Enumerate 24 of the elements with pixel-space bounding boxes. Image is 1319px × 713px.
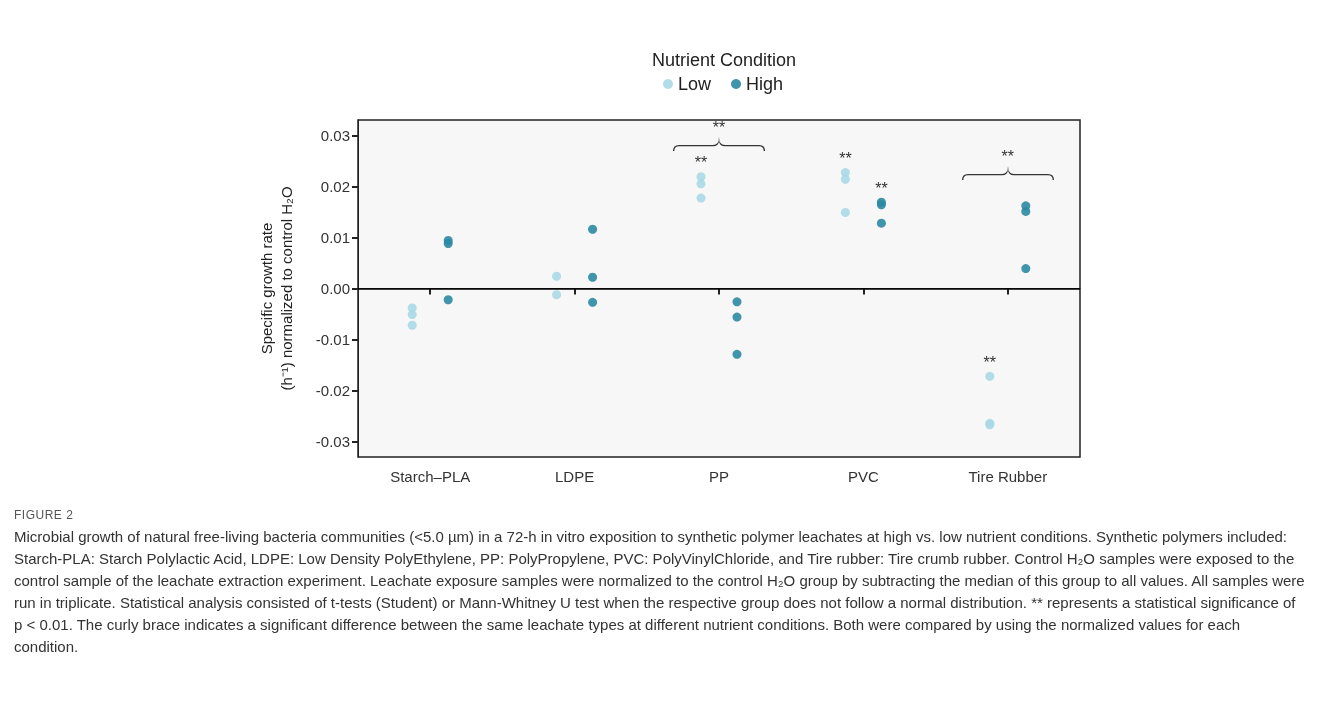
- annotation: **: [875, 179, 888, 197]
- y-tick-label: -0.01: [315, 331, 350, 349]
- y-tick-label: -0.03: [315, 433, 350, 451]
- y-tick-label: 0.02: [320, 177, 350, 195]
- x-tick-label: PVC: [847, 468, 879, 485]
- y-tick-label: 0.00: [320, 280, 350, 297]
- x-tick-label: LDPE: [555, 468, 595, 485]
- annotation: **: [983, 353, 997, 371]
- annotation: **: [839, 150, 852, 168]
- y-tick-label: -0.02: [315, 382, 350, 400]
- x-tick-label: PP: [708, 468, 730, 485]
- annotation: **: [1001, 148, 1015, 166]
- y-tick-label: 0.03: [320, 126, 350, 144]
- annotation: **: [712, 119, 726, 137]
- legend-label: High: [746, 74, 784, 94]
- y-axis-title: Specific growth rate (h⁻¹) normalized to control H₂O: [257, 186, 295, 391]
- x-tick-label: Tire Rubber: [968, 468, 1048, 485]
- caption: FIGURE 2: [14, 507, 75, 524]
- y-tick-label: 0.01: [320, 228, 350, 246]
- annotation: **: [694, 154, 708, 172]
- x-tick-label: Starch–PLA: [390, 468, 471, 485]
- legend-label: Low: [678, 74, 713, 94]
- text: Microbial growth of natural free-living bacteria communities (<5.0 µm) in a 72-h in vitro exposition to synthetic polymer leachates at high vs. low nutrient conditions. Synthetic polymers included: Starch-PLA: Starch Polylactic Acid, LDPE: Low Density PolyEthylene, PP: PolyPropylene, PVC: PolyVinylChloride, and Tire rubber: Tire crumb rubber. Control H₂O samples were exposed to the control sample of the leachate extraction experiment. Leachate exposure samples were normalized to the control H₂O group by subtracting the median of this group to all values. All samples were run in triplicate. Statistical analysis consisted of t-tests (Student) or Mann-Whitney U test when the respective group does not follow a normal distribution. ** represents a statistical significance of p < 0.01. The curly brace indicates a significant difference between the same leachate types at different nutrient conditions. Both were compared by using the normalized values for each condition.: [14, 527, 1305, 657]
- legend-title: Nutrient Condition: [651, 50, 797, 70]
